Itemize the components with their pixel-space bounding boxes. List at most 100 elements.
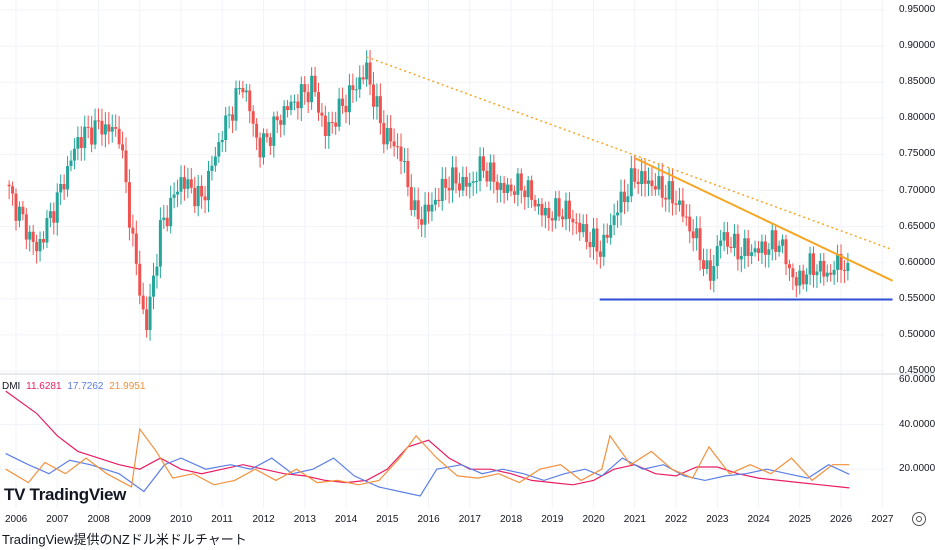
candle-body [152,275,155,297]
candle-body [537,203,540,207]
candle-body [189,179,193,188]
candle-body [808,253,812,275]
candle-body [447,187,451,191]
candle-body [186,179,190,189]
dmi-tick-label: 20.0000 [899,463,935,475]
candle-body [619,191,623,213]
candle-body [488,162,492,182]
trendline-dotted-resistance [366,56,893,251]
candle-body [244,90,248,93]
candle-body [396,146,400,148]
candle-body [203,196,207,201]
candle-body [296,101,300,109]
candle-body [59,184,63,193]
candle-body [777,245,781,252]
candle-body [196,185,200,207]
candle-body [11,186,15,194]
candle-body [344,105,348,113]
candle-body [499,182,503,190]
candle-body [200,185,204,197]
candle-body [45,218,49,243]
candle-body [220,139,224,143]
candle-body [705,260,709,269]
candle-body [310,75,314,103]
candle-body [303,84,307,93]
candle-body [427,204,430,212]
candle-body [454,167,458,184]
year-tick-label: 2012 [252,514,275,525]
candle-body [437,199,441,202]
candle-body [145,309,149,331]
candle-body [292,101,296,103]
candle-body [17,206,21,221]
candle-body [327,121,331,137]
candle-body [688,216,692,232]
adx-value: 11.6281 [26,381,62,392]
year-tick-label: 2015 [376,514,399,525]
candle-body [461,176,465,191]
candle-body [781,239,785,246]
candle-body [698,228,702,261]
candle-body [787,264,791,269]
candle-body [24,214,28,240]
candle-body [475,181,479,183]
candle-body [165,217,169,227]
year-tick-label: 2017 [458,514,481,525]
candle-body [722,232,726,241]
candle-body [7,184,11,187]
price-tick-label: 0.45000 [899,365,935,376]
candle-body [794,277,798,286]
candle-body [103,124,107,135]
candle-body [107,124,111,132]
year-tick-label: 2014 [335,514,358,525]
candle-body [365,62,369,80]
tradingview-logo[interactable]: TV TradingView [4,485,126,505]
candle-body [38,238,42,252]
candle-body [76,137,80,149]
year-tick-label: 2022 [665,514,688,525]
candle-body [162,217,166,221]
price-tick-label: 0.65000 [899,220,935,232]
candle-body [433,199,437,205]
candle-body [347,85,351,113]
candle-body [822,260,826,277]
price-tick-label: 0.60000 [899,256,935,268]
candle-body [224,115,228,140]
candle-body [492,162,496,182]
candle-body [207,170,210,201]
candle-body [512,191,516,195]
year-tick-label: 2026 [830,514,853,525]
candle-body [341,98,345,106]
candle-body [585,224,589,242]
candle-body [72,148,76,161]
candle-body [457,183,461,191]
candle-body [375,96,379,107]
year-tick-label: 2021 [623,514,646,525]
candle-body [726,232,730,247]
candle-body [354,89,358,91]
candle-body [836,253,840,270]
candle-body [533,199,537,207]
price-tick-label: 0.85000 [899,76,935,88]
candle-body [231,114,235,121]
candle-body [272,116,276,146]
year-tick-label: 2027 [871,514,894,525]
dmi-line-di [5,427,850,488]
candle-body [141,295,145,310]
candle-body [715,245,719,267]
candle-body [385,128,389,145]
candle-body [660,176,664,198]
candle-body [217,142,221,157]
candle-body [805,274,809,285]
settings-gear-icon[interactable] [912,512,926,526]
candle-body [337,98,341,127]
candle-body [478,156,482,182]
candle-body [774,230,778,252]
candle-body [485,170,489,182]
candle-body [255,123,259,138]
candle-body [330,121,334,123]
candle-body [227,114,231,116]
candle-body [289,101,293,111]
candle-body [69,160,73,167]
